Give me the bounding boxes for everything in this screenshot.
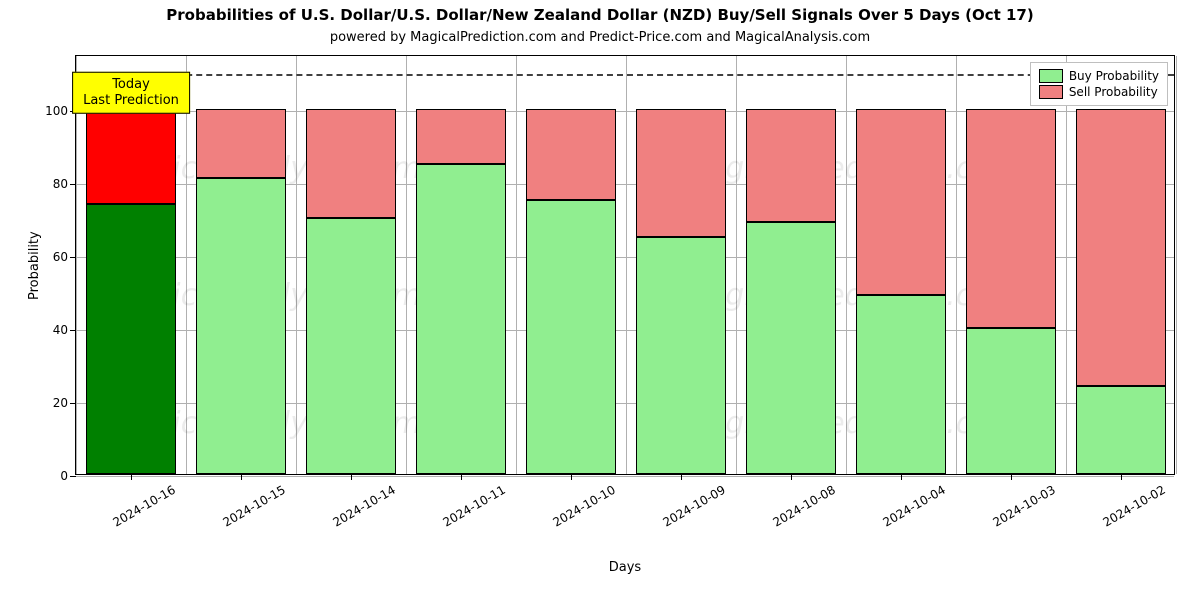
chart-subtitle: powered by MagicalPrediction.com and Pre… bbox=[0, 30, 1200, 45]
bar-group bbox=[636, 109, 726, 474]
x-tick-label: 2024-10-16 bbox=[105, 474, 177, 530]
x-tick-mark bbox=[1121, 474, 1122, 480]
bar-segment-buy bbox=[526, 200, 616, 474]
bar-segment-sell bbox=[856, 109, 946, 295]
legend-label: Sell Probability bbox=[1069, 85, 1158, 99]
grid-line-vertical bbox=[406, 56, 407, 474]
bar-segment-sell bbox=[306, 109, 396, 219]
grid-line-vertical bbox=[76, 56, 77, 474]
y-tick-label: 80 bbox=[53, 177, 76, 191]
bar-group bbox=[746, 109, 836, 474]
bar-segment-buy bbox=[1076, 386, 1166, 474]
grid-line-vertical bbox=[516, 56, 517, 474]
bar-segment-sell bbox=[196, 109, 286, 178]
today-annotation: TodayLast Prediction bbox=[72, 71, 190, 114]
x-tick-mark bbox=[351, 474, 352, 480]
x-tick-label: 2024-10-02 bbox=[1095, 474, 1167, 530]
legend-swatch bbox=[1039, 85, 1063, 99]
bar-segment-buy bbox=[746, 222, 836, 474]
bar-group bbox=[1076, 109, 1166, 474]
x-tick-label: 2024-10-15 bbox=[215, 474, 287, 530]
x-tick-label: 2024-10-14 bbox=[325, 474, 397, 530]
y-tick-label: 20 bbox=[53, 396, 76, 410]
bar-group bbox=[966, 109, 1056, 474]
bar-group bbox=[86, 109, 176, 474]
bar-segment-buy bbox=[966, 328, 1056, 474]
x-tick-label: 2024-10-08 bbox=[765, 474, 837, 530]
bar-segment-sell bbox=[416, 109, 506, 164]
bar-segment-sell bbox=[966, 109, 1056, 328]
bar-group bbox=[306, 109, 396, 474]
bar-segment-sell bbox=[636, 109, 726, 237]
bar-segment-sell bbox=[526, 109, 616, 200]
x-tick-label: 2024-10-11 bbox=[435, 474, 507, 530]
x-tick-mark bbox=[131, 474, 132, 480]
x-axis-label: Days bbox=[75, 560, 1175, 575]
bar-group bbox=[526, 109, 616, 474]
grid-line-vertical bbox=[296, 56, 297, 474]
grid-line-vertical bbox=[956, 56, 957, 474]
bar-segment-buy bbox=[416, 164, 506, 474]
x-tick-label: 2024-10-03 bbox=[985, 474, 1057, 530]
legend: Buy Probability Sell Probability bbox=[1030, 62, 1168, 106]
bar-segment-buy bbox=[306, 218, 396, 474]
grid-line-vertical bbox=[1066, 56, 1067, 474]
y-tick-label: 0 bbox=[60, 469, 76, 483]
chart-title: Probabilities of U.S. Dollar/U.S. Dollar… bbox=[0, 6, 1200, 24]
x-tick-mark bbox=[791, 474, 792, 480]
annotation-line: Today bbox=[83, 76, 179, 92]
y-tick-label: 40 bbox=[53, 323, 76, 337]
y-tick-label: 60 bbox=[53, 250, 76, 264]
bar-group bbox=[416, 109, 506, 474]
bar-group bbox=[856, 109, 946, 474]
legend-swatch bbox=[1039, 69, 1063, 83]
probability-chart: Probabilities of U.S. Dollar/U.S. Dollar… bbox=[0, 0, 1200, 600]
x-tick-mark bbox=[1011, 474, 1012, 480]
bar-segment-buy bbox=[86, 204, 176, 474]
bar-segment-sell bbox=[86, 109, 176, 204]
grid-line-vertical bbox=[186, 56, 187, 474]
grid-line-vertical bbox=[736, 56, 737, 474]
x-tick-mark bbox=[681, 474, 682, 480]
bar-segment-buy bbox=[636, 237, 726, 474]
reference-line bbox=[76, 74, 1174, 76]
grid-line-vertical bbox=[626, 56, 627, 474]
annotation-line: Last Prediction bbox=[83, 93, 179, 109]
bar-segment-buy bbox=[196, 178, 286, 474]
legend-item: Sell Probability bbox=[1039, 85, 1159, 99]
bar-segment-buy bbox=[856, 295, 946, 474]
legend-label: Buy Probability bbox=[1069, 69, 1159, 83]
bar-segment-sell bbox=[1076, 109, 1166, 387]
x-tick-mark bbox=[241, 474, 242, 480]
plot-area: 020406080100MagicalAnalysis.comMagicalPr… bbox=[75, 55, 1175, 475]
bar-segment-sell bbox=[746, 109, 836, 222]
x-tick-mark bbox=[901, 474, 902, 480]
grid-line-vertical bbox=[846, 56, 847, 474]
legend-item: Buy Probability bbox=[1039, 69, 1159, 83]
grid-line-vertical bbox=[1176, 56, 1177, 474]
bar-group bbox=[196, 109, 286, 474]
x-tick-mark bbox=[461, 474, 462, 480]
x-tick-label: 2024-10-09 bbox=[655, 474, 727, 530]
x-tick-label: 2024-10-04 bbox=[875, 474, 947, 530]
x-tick-mark bbox=[571, 474, 572, 480]
x-tick-label: 2024-10-10 bbox=[545, 474, 617, 530]
y-axis-label: Probability bbox=[27, 231, 42, 300]
